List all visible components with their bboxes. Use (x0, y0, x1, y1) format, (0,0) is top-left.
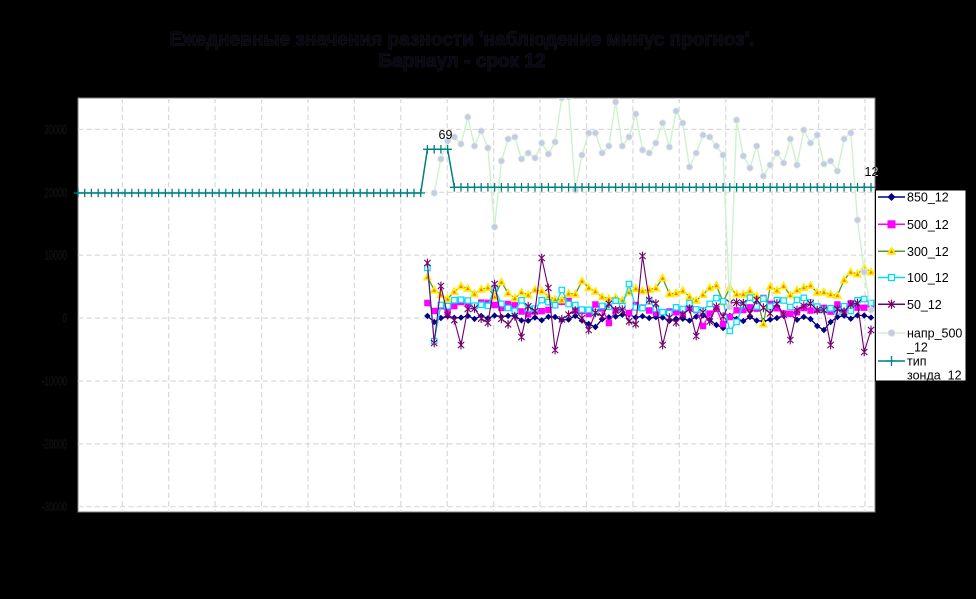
svg-text:300_12: 300_12 (907, 245, 949, 259)
svg-text:Барнаул - срок 12: Барнаул - срок 12 (379, 51, 546, 72)
svg-text:0: 0 (62, 312, 67, 326)
svg-text:_12: _12 (906, 341, 928, 355)
svg-text:500_12: 500_12 (907, 218, 949, 232)
svg-text:50_12: 50_12 (907, 298, 942, 312)
svg-text:100_12: 100_12 (907, 271, 949, 285)
svg-text:зонда_12: зонда_12 (907, 369, 962, 383)
svg-text:850_12: 850_12 (907, 191, 949, 205)
svg-text:20000: 20000 (44, 186, 67, 200)
svg-text:Ежедневные значения разности ': Ежедневные значения разности 'наблюдение… (170, 30, 755, 51)
svg-text:12: 12 (865, 165, 879, 179)
svg-text:10000: 10000 (44, 249, 67, 263)
svg-text:-30000: -30000 (42, 501, 67, 515)
svg-text:напр_500: напр_500 (907, 327, 962, 341)
svg-text:тип: тип (907, 355, 926, 369)
svg-text:30000: 30000 (44, 123, 67, 137)
svg-text:-20000: -20000 (42, 438, 67, 452)
svg-text:-10000: -10000 (42, 375, 67, 389)
svg-text:69: 69 (439, 128, 453, 142)
svg-text:12: 12 (865, 165, 879, 179)
